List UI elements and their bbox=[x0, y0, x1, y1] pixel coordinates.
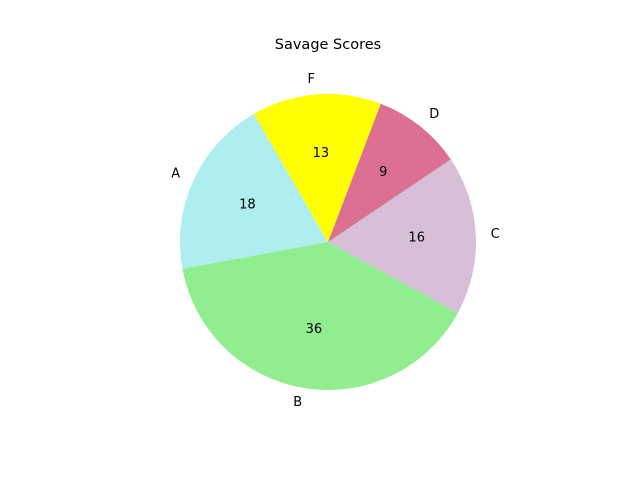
slice-value-b: 36 bbox=[306, 322, 323, 337]
pie-slice-d bbox=[328, 103, 451, 242]
slice-label-b: B bbox=[293, 395, 302, 410]
pie-slice-f bbox=[254, 93, 381, 242]
slice-label-a: A bbox=[171, 166, 180, 181]
slice-label-f: F bbox=[308, 72, 315, 87]
slice-value-f: 13 bbox=[313, 146, 330, 161]
pie-slice-c bbox=[328, 159, 476, 314]
slice-label-c: C bbox=[491, 227, 500, 242]
pie-slices bbox=[180, 93, 476, 390]
slice-value-c: 16 bbox=[408, 230, 425, 245]
chart-title: Savage Scores bbox=[275, 37, 381, 53]
pie-slice-b bbox=[182, 242, 458, 390]
slice-value-a: 18 bbox=[239, 197, 256, 212]
pie-slice-a bbox=[180, 113, 328, 269]
slice-value-d: 9 bbox=[379, 165, 387, 180]
slice-label-d: D bbox=[429, 107, 439, 122]
pie-labels: A 18 B 36 C 16 D 9 F 13 bbox=[171, 72, 499, 410]
